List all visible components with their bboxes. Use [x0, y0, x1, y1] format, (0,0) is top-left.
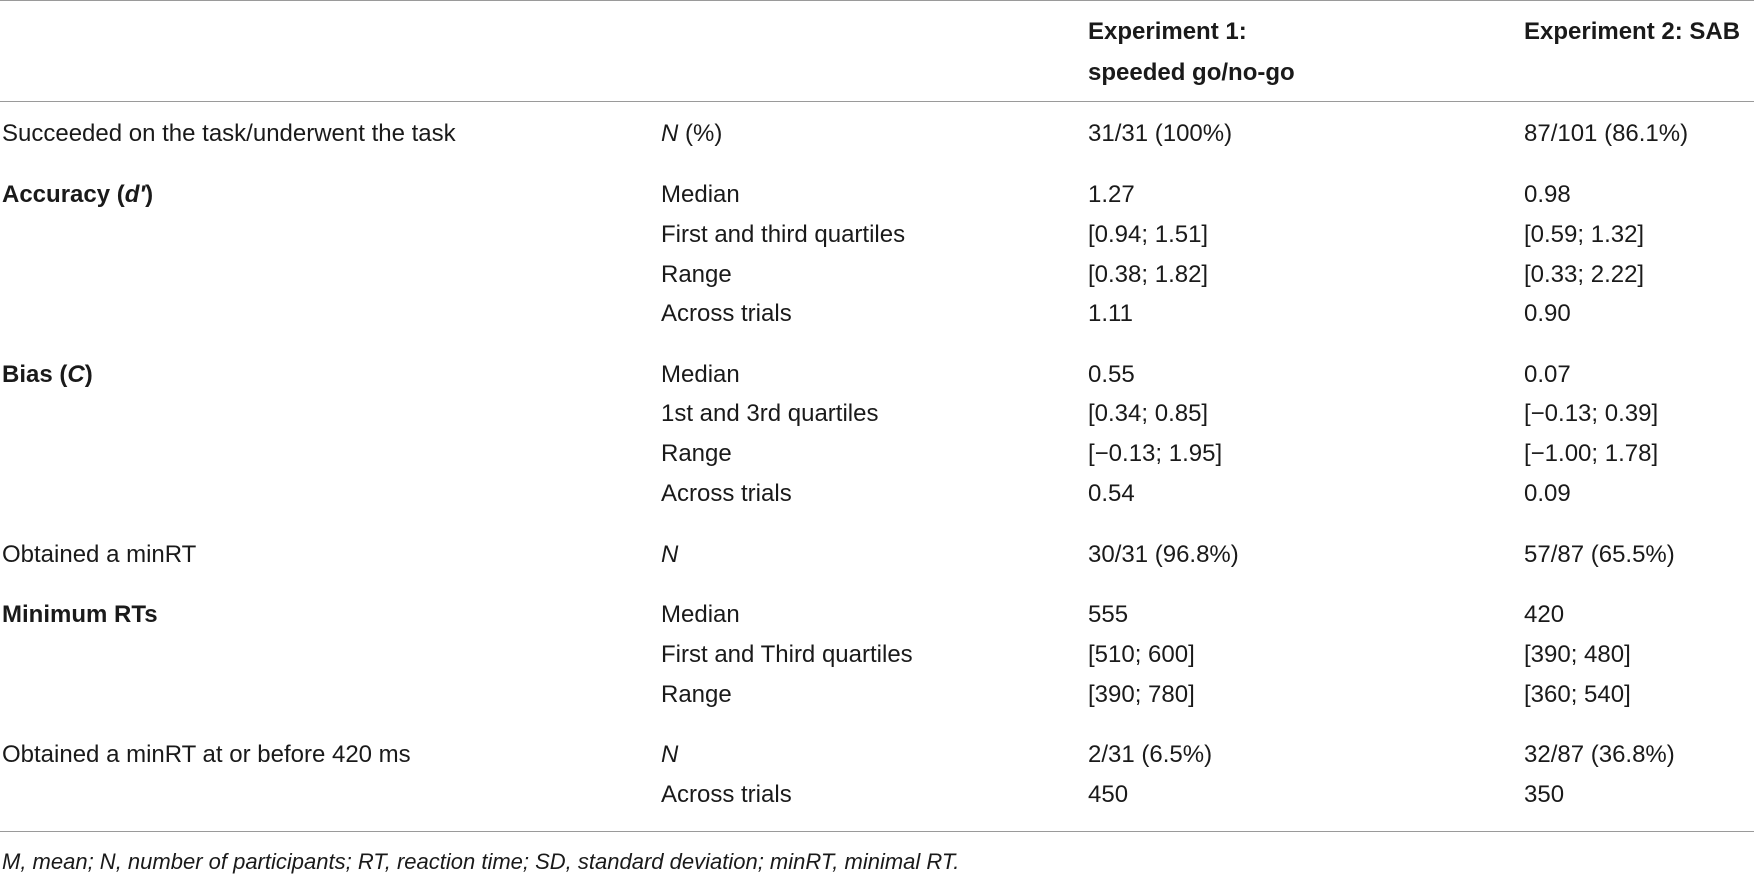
row-label: Obtained a minRT at or before 420 ms	[2, 741, 411, 768]
row-exp2: 32/87 (36.8%)	[1524, 741, 1675, 768]
row-exp1: 31/31 (100%)	[1088, 120, 1233, 147]
table-footnote: M, mean; N, number of participants; RT, …	[2, 849, 960, 874]
label-main: Bias (	[2, 361, 68, 388]
row-label-bias: Bias (C)	[2, 355, 93, 395]
row-exp1: [0.34; 0.85]	[1088, 400, 1209, 427]
row-exp2: 420	[1524, 601, 1565, 628]
row-stat: Across trials	[661, 480, 792, 507]
row-exp2: 57/87 (65.5%)	[1524, 541, 1675, 568]
row-stat: First and third quartiles	[661, 221, 906, 248]
row-label: Succeeded on the task/underwent the task	[2, 120, 456, 147]
header-exp2: Experiment 2: SAB	[1524, 18, 1741, 45]
row-stat: N	[661, 741, 679, 768]
row-stat: N	[661, 541, 679, 568]
row-exp1: 2/31 (6.5%)	[1088, 741, 1213, 768]
row-stat: 1st and 3rd quartiles	[661, 400, 879, 427]
header-exp1-line2: speeded go/no-go	[1088, 59, 1295, 86]
stat-rest: (%)	[678, 120, 723, 147]
row-exp1: 30/31 (96.8%)	[1088, 541, 1239, 568]
row-exp1: 0.54	[1088, 480, 1135, 507]
label-italic: d′	[124, 181, 146, 208]
row-exp1: [0.38; 1.82]	[1088, 261, 1209, 288]
row-exp2: 350	[1524, 781, 1565, 808]
row-exp1: [510; 600]	[1088, 641, 1195, 668]
row-exp2: [0.33; 2.22]	[1524, 261, 1645, 288]
row-stat: Median	[661, 601, 740, 628]
row-exp2: [360; 540]	[1524, 681, 1631, 708]
row-exp2: [390; 480]	[1524, 641, 1631, 668]
header-rule	[0, 101, 1754, 102]
row-stat: Across trials	[661, 781, 792, 808]
row-exp2: 0.98	[1524, 181, 1571, 208]
label-end: )	[145, 181, 154, 208]
top-rule	[0, 0, 1754, 1]
row-exp1: 450	[1088, 781, 1129, 808]
row-stat: Range	[661, 261, 732, 288]
row-exp2: [−1.00; 1.78]	[1524, 440, 1659, 467]
header-exp1-line1: Experiment 1:	[1088, 18, 1247, 45]
row-exp1: 555	[1088, 601, 1129, 628]
label-main: Accuracy (	[2, 181, 125, 208]
label-end: )	[84, 361, 93, 388]
row-stat: Range	[661, 681, 732, 708]
row-stat: Median	[661, 181, 740, 208]
row-stat: N (%)	[661, 114, 722, 154]
row-label: Obtained a minRT	[2, 541, 197, 568]
row-label-minimum-rts: Minimum RTs	[2, 601, 158, 628]
bottom-rule	[0, 831, 1754, 832]
row-exp2: 87/101 (86.1%)	[1524, 120, 1689, 147]
row-exp2: 0.07	[1524, 361, 1571, 388]
row-exp1: [−0.13; 1.95]	[1088, 440, 1223, 467]
row-stat: First and Third quartiles	[661, 641, 913, 668]
row-exp1: 1.11	[1088, 300, 1133, 327]
label-italic: C	[67, 361, 85, 388]
row-stat: Median	[661, 361, 740, 388]
stat-italic: N	[661, 120, 679, 147]
row-stat: Across trials	[661, 300, 792, 327]
row-exp1: [390; 780]	[1088, 681, 1195, 708]
row-exp1: [0.94; 1.51]	[1088, 221, 1209, 248]
row-exp1: 0.55	[1088, 361, 1135, 388]
row-exp2: 0.90	[1524, 300, 1571, 327]
row-exp2: [−0.13; 0.39]	[1524, 400, 1659, 427]
row-exp1: 1.27	[1088, 181, 1135, 208]
row-exp2: 0.09	[1524, 480, 1571, 507]
row-stat: Range	[661, 440, 732, 467]
row-exp2: [0.59; 1.32]	[1524, 221, 1645, 248]
row-label-accuracy: Accuracy (d′)	[2, 175, 153, 215]
